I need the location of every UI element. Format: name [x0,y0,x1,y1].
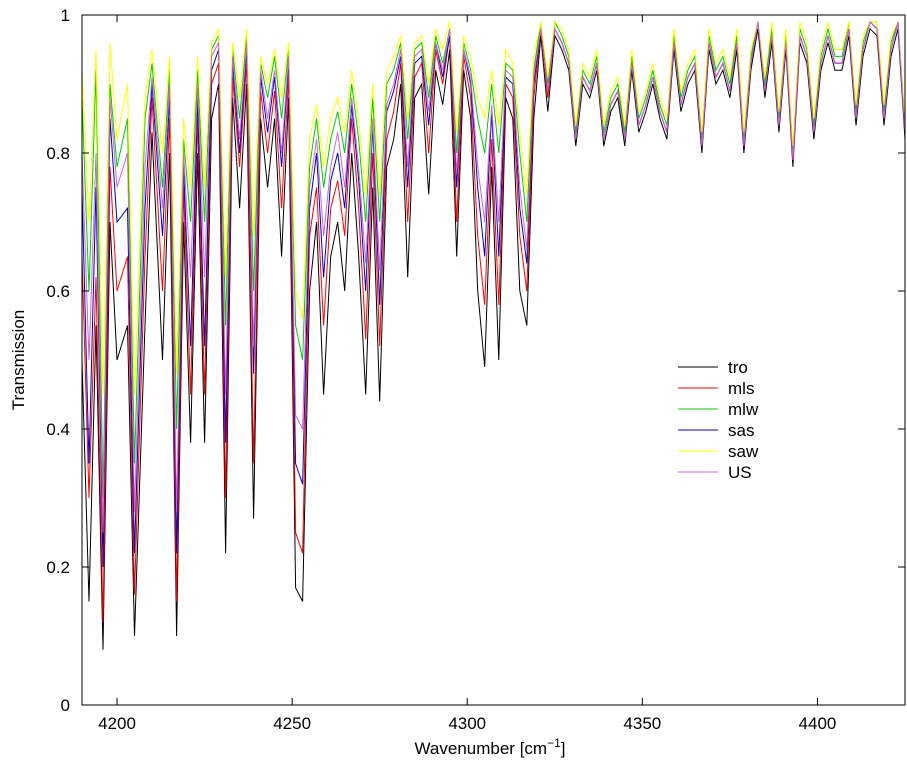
legend-label-tro: tro [728,358,748,377]
x-tick-label: 4350 [623,714,661,733]
x-tick-label: 4400 [799,714,837,733]
series-group [82,20,905,650]
legend-label-mlw: mlw [728,400,759,419]
legend-label-mls: mls [728,379,754,398]
legend-label-US: US [728,463,752,482]
x-tick-label: 4200 [98,714,136,733]
series-line-saw [82,20,905,395]
y-tick-label: 0.4 [46,420,70,439]
y-axis: 0 0.2 0.4 0.6 0.8 1 [46,6,905,715]
series-line-US [82,20,905,533]
x-tick-label: 4250 [273,714,311,733]
legend: tro mls mlw sas saw US [678,358,759,482]
series-line-tro [82,27,905,650]
plot-frame [81,14,906,706]
y-tick-label: 0.2 [46,558,70,577]
y-tick-label: 1 [61,6,70,25]
y-tick-label: 0.6 [46,282,70,301]
x-tick-label: 4300 [448,714,486,733]
legend-label-sas: sas [728,421,754,440]
legend-label-saw: saw [728,442,759,461]
x-axis: 4200 4250 4300 4350 4400 [98,15,836,733]
y-tick-label: 0.8 [46,144,70,163]
y-tick-label: 0 [61,696,70,715]
x-axis-title: Wavenumber [cm−1] [415,736,566,758]
y-axis-title: Transmission [9,310,28,410]
series-line-mlw [82,20,905,499]
